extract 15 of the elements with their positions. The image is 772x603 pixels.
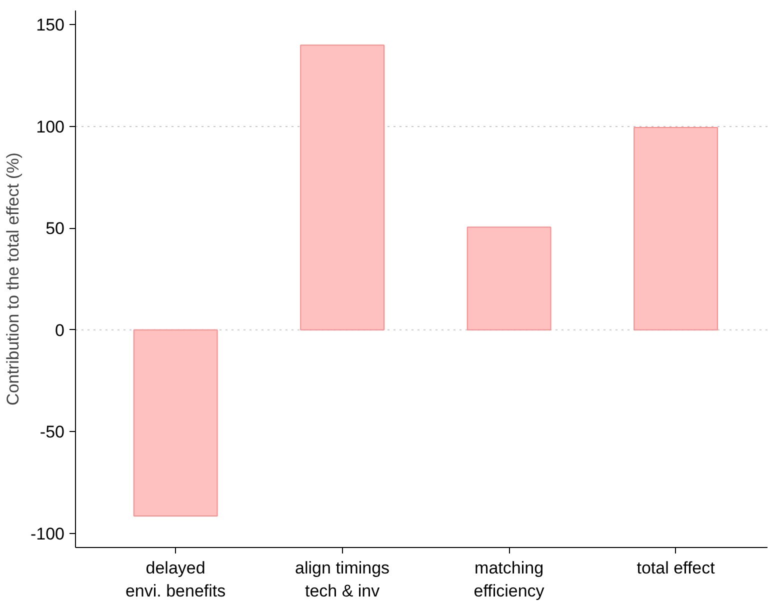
bar	[133, 329, 218, 516]
y-tick-label: -50	[40, 422, 65, 442]
y-tick-label: 0	[55, 320, 65, 340]
y-tick-label: -100	[30, 524, 65, 544]
x-tick-label: total effect	[636, 558, 716, 578]
bar	[634, 126, 718, 330]
x-tick-label: align timings tech & inv	[295, 558, 390, 600]
y-axis-title: Contribution to the total effect (%)	[3, 152, 22, 406]
x-tick-label: matching efficiency	[474, 558, 545, 600]
bar	[466, 226, 552, 330]
y-tick-label: 150	[36, 16, 65, 35]
y-tick-label: 100	[36, 117, 65, 136]
y-tick-label: 50	[46, 219, 65, 238]
bar	[300, 44, 384, 330]
x-tick-label: delayed envi. benefits	[125, 558, 226, 600]
